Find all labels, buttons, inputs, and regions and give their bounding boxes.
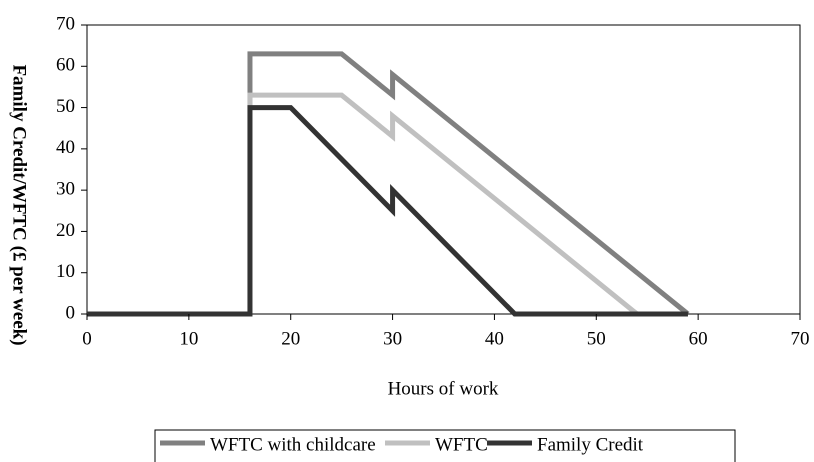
plot-frame: [86, 24, 801, 315]
series-lines: [87, 51, 690, 317]
y-tick-label: 40: [56, 137, 75, 158]
y-axis-label: Family Credit/WFTC (£ per week): [9, 64, 30, 345]
x-tick-label: 10: [179, 328, 198, 349]
x-tick-label: 70: [791, 328, 810, 349]
x-axis-label: Hours of work: [388, 378, 499, 399]
y-tick-label: 30: [56, 179, 75, 200]
y-tick-label: 70: [56, 13, 75, 34]
x-tick-label: 60: [689, 328, 708, 349]
x-tick-label: 50: [587, 328, 606, 349]
legend-box: [154, 429, 736, 462]
x-tick-label: 30: [383, 328, 402, 349]
x-tick-label: 40: [485, 328, 504, 349]
y-tick-label: 60: [56, 55, 75, 76]
y-tick-label: 20: [56, 220, 75, 241]
legend-label: WFTC with childcare: [210, 434, 376, 455]
legend-label: WFTC: [435, 434, 488, 455]
x-tick-label: 20: [281, 328, 300, 349]
y-tick-label: 0: [66, 302, 76, 323]
series-line: [87, 105, 688, 317]
y-tick-label: 50: [56, 96, 75, 117]
legend-label: Family Credit: [537, 434, 644, 455]
x-tick-label: 0: [82, 328, 92, 349]
y-tick-label: 10: [56, 261, 75, 282]
